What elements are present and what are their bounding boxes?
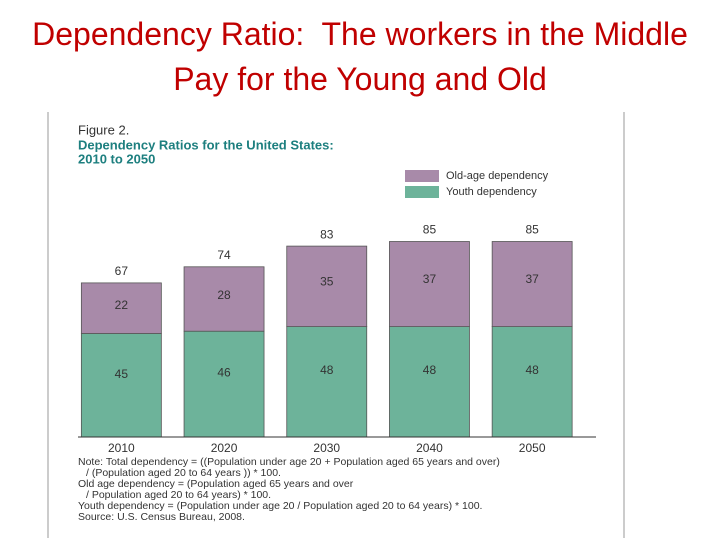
bar-segment (491, 326, 573, 438)
bar-segment (183, 330, 265, 438)
value-label: 37 (525, 272, 539, 286)
bar-segment (183, 266, 265, 332)
x-tick-label: 2050 (519, 441, 546, 455)
chart-title: Dependency Ratios for the United States: (78, 137, 334, 152)
note-line: Note: Total dependency = ((Population un… (78, 456, 500, 468)
value-label: 48 (525, 363, 539, 377)
x-tick-label: 2030 (313, 441, 340, 455)
bar-segment (80, 282, 162, 334)
total-label: 85 (423, 223, 437, 237)
total-label: 83 (320, 227, 334, 241)
note-line: Old age dependency = (Population aged 65… (78, 478, 354, 490)
chart-subtitle: 2010 to 2050 (78, 151, 155, 166)
value-label: 35 (320, 274, 334, 288)
note-line: Source: U.S. Census Bureau, 2008. (78, 511, 245, 523)
value-label: 48 (423, 363, 437, 377)
bar-segment (286, 326, 368, 438)
value-label: 28 (217, 288, 231, 302)
x-tick-label: 2010 (108, 441, 135, 455)
x-tick-label: 2020 (211, 441, 238, 455)
slide-title: Dependency Ratio: The workers in the Mid… (32, 16, 697, 97)
value-label: 22 (115, 298, 129, 312)
x-tick-label: 2040 (416, 441, 443, 455)
figure-label: Figure 2. (78, 122, 129, 137)
legend-swatch (405, 186, 439, 198)
value-label: 46 (217, 366, 231, 380)
note-line: / Population aged 20 to 64 years) * 100. (86, 489, 271, 501)
bar-segment (80, 333, 162, 438)
legend-swatch (405, 170, 439, 182)
legend-label: Old-age dependency (446, 170, 549, 182)
bar-segment (389, 326, 470, 438)
bar-segment (286, 245, 368, 328)
legend-label: Youth dependency (446, 186, 537, 198)
note-line: Youth dependency = (Population under age… (78, 500, 482, 512)
value-label: 45 (115, 367, 129, 381)
bar-segment (389, 241, 470, 327)
note-line: / (Population aged 20 to 64 years )) * 1… (86, 467, 281, 479)
value-label: 48 (320, 363, 334, 377)
total-label: 67 (115, 264, 129, 278)
bar-segment (491, 241, 573, 327)
value-label: 37 (423, 272, 437, 286)
total-label: 85 (525, 223, 539, 237)
total-label: 74 (217, 248, 231, 262)
